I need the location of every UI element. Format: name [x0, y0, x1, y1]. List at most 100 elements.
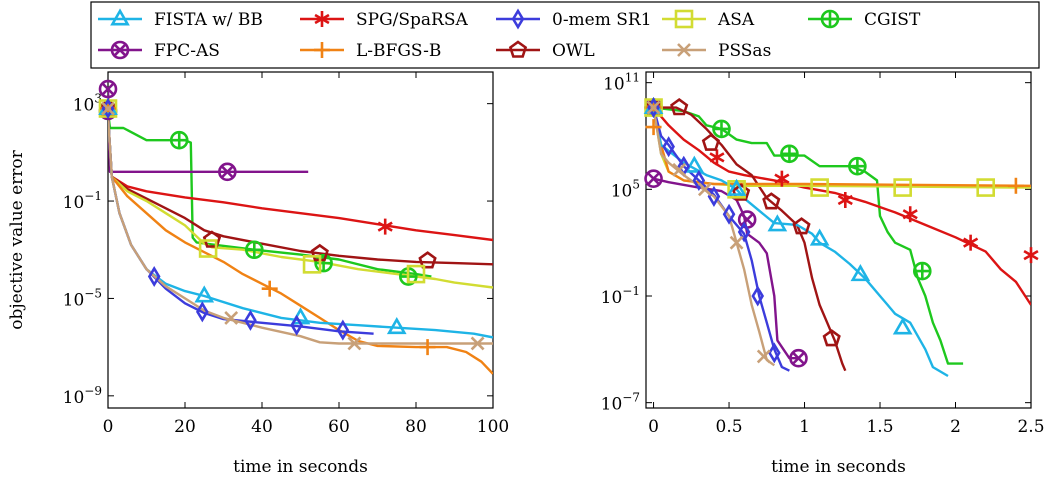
legend-label: ASA [717, 10, 755, 30]
x-tick-label: 2.5 [1017, 417, 1044, 437]
plot-frame [107, 71, 494, 409]
marker-spg-sparsa [963, 234, 979, 251]
marker-cgist [169, 130, 189, 150]
marker-spg-sparsa [1023, 247, 1039, 264]
marker-owl [822, 329, 841, 347]
marker-fpc-as [644, 169, 663, 188]
legend-entry-fista-w-bb: FISTA w/ BB [98, 8, 263, 30]
marker-asa [976, 178, 996, 197]
legend-marker [110, 8, 130, 26]
marker-spg-sparsa [377, 218, 393, 235]
x-tick-label: 2 [950, 417, 961, 437]
series-group [108, 88, 493, 375]
series-line-cgist [108, 110, 432, 278]
marker-cgist [848, 156, 867, 176]
series-line-l-bfgs-b [108, 115, 493, 375]
x-tick-label: 0 [648, 417, 659, 437]
marker-fpc-as [789, 348, 808, 368]
legend-marker [314, 11, 330, 27]
marker-pssas [224, 310, 239, 325]
marker-asa [198, 239, 218, 258]
y-tick-label: 1011 [603, 71, 640, 95]
marker-owl [418, 251, 437, 269]
series-line-pssas [108, 115, 493, 345]
y-tick-label: 103 [73, 92, 102, 116]
series-line-spg-sparsa [108, 115, 493, 242]
x-tick-label: 60 [328, 417, 350, 437]
x-axis-label: time in seconds [233, 457, 368, 477]
marker-asa [893, 178, 912, 197]
marker-fista-w-bb [386, 317, 407, 335]
x-tick-label: 40 [251, 417, 273, 437]
marker-0-mem-sr1 [751, 285, 765, 307]
marker-owl [762, 192, 781, 210]
legend-marker [674, 9, 694, 29]
legend: FISTA w/ BB SPG/SpaRSA 0-mem SR1 ASA CGIST FP… [90, 1, 1040, 69]
marker-0-mem-sr1 [290, 314, 303, 336]
marker-0-mem-sr1 [147, 265, 161, 288]
legend-marker [511, 8, 525, 30]
x-tick-label: 1.5 [866, 417, 893, 437]
series-line-fista-w-bb [108, 115, 493, 339]
legend-label: SPG/SpaRSA [356, 10, 469, 30]
legend-marker [110, 40, 130, 60]
plot-panel-2: 0 0.5 1 1.5 2 2.5 1011 105 10−1 10−7 time in secon… [601, 71, 1045, 477]
series-line-owl [653, 106, 847, 372]
y-tick-label: 10−9 [63, 384, 102, 408]
series-line-owl [108, 115, 493, 266]
marker-spg-sparsa [709, 149, 725, 166]
marker-fpc-as [737, 210, 757, 229]
marker-asa [302, 255, 322, 274]
series-line-fpc-as [108, 88, 309, 173]
marker-pssas [756, 349, 771, 364]
marker-pssas [646, 100, 661, 115]
legend-label: OWL [552, 41, 595, 61]
marker-pssas [697, 182, 712, 197]
marker-0-mem-sr1 [662, 136, 675, 158]
x-tick-label: 0.5 [716, 417, 743, 437]
legend-entry-cgist: CGIST [808, 9, 921, 30]
y-tick-label: 10−5 [63, 286, 102, 310]
legend-entry-asa: ASA [662, 9, 755, 30]
x-tick-label: 100 [477, 417, 509, 437]
legend-label: FPC-AS [154, 41, 220, 61]
marker-spg-sparsa [774, 170, 790, 187]
marker-0-mem-sr1 [244, 309, 257, 331]
marker-0-mem-sr1 [692, 169, 706, 191]
marker-fpc-as [98, 79, 118, 99]
legend-label: L-BFGS-B [356, 41, 441, 61]
x-axis-label: time in seconds [771, 457, 906, 477]
marker-owl [701, 133, 721, 151]
legend-entry-fpc-as: FPC-AS [98, 40, 220, 61]
series-line-spg-sparsa [652, 106, 1031, 306]
marker-fista-w-bb [809, 228, 830, 246]
marker-pssas [101, 101, 115, 116]
marker-owl [202, 230, 222, 248]
marker-fista-w-bb [767, 214, 788, 232]
marker-0-mem-sr1 [196, 301, 209, 323]
x-tick-label: 20 [174, 417, 196, 437]
marker-fista-w-bb [194, 285, 215, 303]
legend-entry-pssas: PSSas [662, 41, 771, 61]
marker-fpc-as [218, 162, 237, 182]
legend-label: CGIST [864, 10, 921, 30]
x-tick-label: 1 [799, 417, 810, 437]
series-line-l-bfgs-b [652, 107, 1031, 187]
legend-marker [508, 40, 528, 58]
plot-panel-1: 0 20 40 60 80 100 103 10−1 10−5 10−9 time in secon… [7, 71, 509, 477]
y-tick-label: 10−7 [601, 391, 640, 415]
legend-entry-0-mem-sr1: 0-mem SR1 [496, 8, 652, 30]
marker-asa [810, 178, 829, 197]
y-tick-label: 105 [611, 177, 640, 201]
x-tick-label: 80 [405, 417, 427, 437]
marker-cgist [712, 119, 731, 139]
marker-asa [406, 264, 426, 284]
series-line-0-mem-sr1 [108, 115, 374, 335]
series-line-fista-w-bb [652, 107, 949, 378]
y-tick-label: 10−1 [63, 189, 102, 213]
legend-label: 0-mem SR1 [552, 10, 652, 30]
legend-marker [677, 43, 691, 57]
marker-pssas [729, 235, 744, 250]
y-axis-label: objective value error [7, 149, 27, 329]
marker-l-bfgs-b [419, 339, 436, 356]
